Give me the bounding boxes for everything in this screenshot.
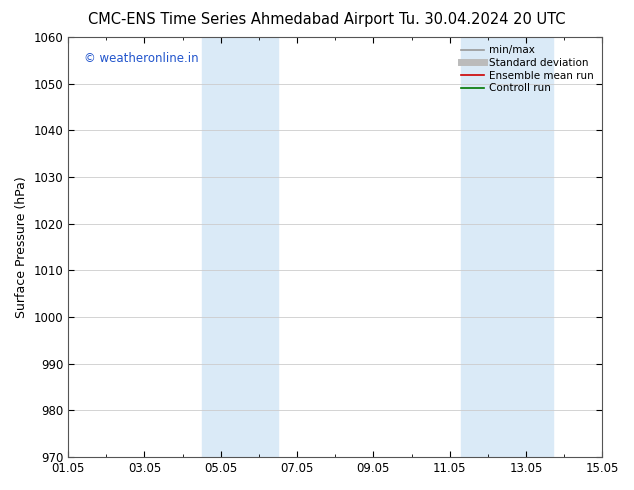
Bar: [461, 37, 553, 457]
Bar: [202, 37, 278, 457]
Legend: min/max, Standard deviation, Ensemble mean run, Controll run: min/max, Standard deviation, Ensemble me…: [457, 41, 598, 98]
Text: © weatheronline.in: © weatheronline.in: [84, 52, 199, 65]
Text: Tu. 30.04.2024 20 UTC: Tu. 30.04.2024 20 UTC: [399, 12, 565, 27]
Text: CMC-ENS Time Series Ahmedabad Airport: CMC-ENS Time Series Ahmedabad Airport: [88, 12, 394, 27]
Y-axis label: Surface Pressure (hPa): Surface Pressure (hPa): [15, 176, 28, 318]
